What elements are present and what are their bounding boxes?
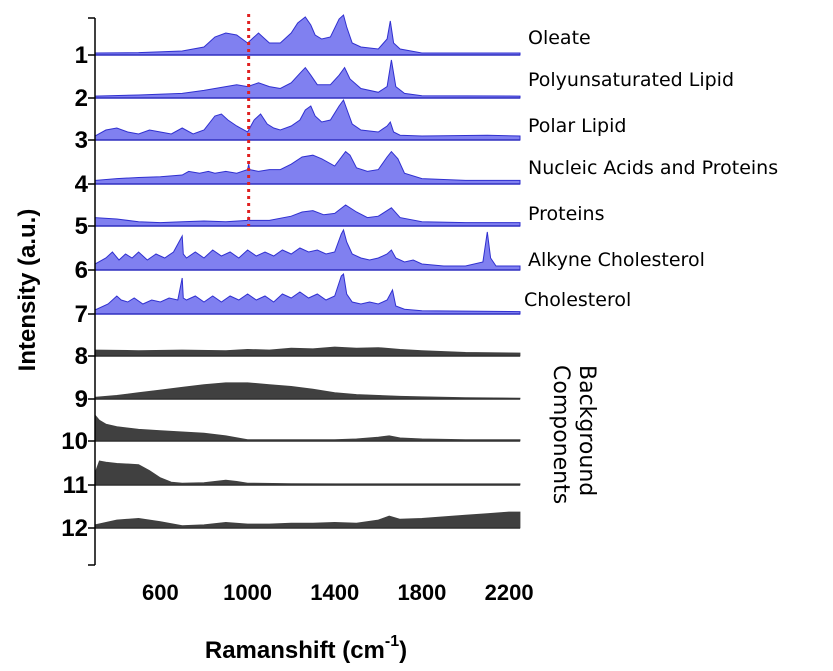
- x-axis-title-close: ): [399, 637, 407, 664]
- x-tick-label-1800: 1800: [397, 580, 446, 605]
- spectrum-number-4: 4: [75, 171, 89, 198]
- spectrum-9: 9: [75, 382, 521, 413]
- spectrum-12: 12: [61, 511, 521, 542]
- spectrum-number-6: 6: [75, 257, 88, 284]
- spectrum-8: 8: [75, 343, 521, 370]
- spectrum-label-4: Nucleic Acids and Proteins: [528, 157, 778, 179]
- spectrum-number-1: 1: [75, 42, 88, 69]
- spectrum-1: 1 Oleate: [75, 14, 591, 69]
- background-components-label: Background Components: [548, 365, 599, 504]
- spectrum-label-1: Oleate: [528, 27, 591, 49]
- spectrum-area-7: [94, 273, 521, 315]
- spectrum-label-7: Cholesterol: [524, 289, 631, 311]
- spectrum-number-8: 8: [75, 343, 88, 370]
- spectrum-area-12: [94, 511, 521, 529]
- spectrum-area-6: [94, 228, 521, 271]
- spectrum-label-5: Proteins: [528, 203, 605, 225]
- spectrum-label-2: Polyunsaturated Lipid: [528, 69, 734, 91]
- spectrum-area-9: [94, 382, 521, 400]
- spectrum-number-3: 3: [75, 127, 88, 154]
- spectrum-label-3: Polar Lipid: [528, 115, 626, 137]
- spectrum-area-5: [94, 204, 521, 227]
- x-tick-label-2200: 2200: [485, 580, 534, 605]
- x-ticks-group: 600 1000 1400 1800 2200: [88, 17, 534, 605]
- spectrum-number-11: 11: [63, 472, 88, 499]
- spectrum-label-6: Alkyne Cholesterol: [528, 249, 705, 271]
- spectrum-5: 5 Proteins: [75, 203, 605, 240]
- background-label-line2: Components: [548, 365, 573, 504]
- x-tick-label-600: 600: [142, 580, 179, 605]
- spectrum-area-3: [94, 98, 521, 141]
- spectrum-4: 4 Nucleic Acids and Proteins: [75, 150, 778, 198]
- spectrum-7: 7 Cholesterol: [75, 273, 631, 328]
- spectrum-11: 11: [63, 460, 521, 499]
- spectrum-area-4: [94, 150, 521, 185]
- spectrum-area-8: [94, 346, 521, 357]
- spectrum-area-1: [94, 14, 521, 56]
- x-axis-title-main: Ramanshift (cm: [205, 637, 385, 664]
- spectrum-number-5: 5: [75, 213, 88, 240]
- spectrum-area-11: [94, 460, 521, 486]
- spectrum-3: 3 Polar Lipid: [75, 98, 626, 154]
- spectrum-number-10: 10: [61, 428, 88, 455]
- spectrum-area-10: [94, 413, 521, 442]
- spectra-group: 1 Oleate 2 Polyunsaturated Lipid 3 Polar Lipi…: [61, 14, 778, 542]
- x-axis-title-superscript: -1: [385, 633, 399, 650]
- x-tick-label-1000: 1000: [223, 580, 272, 605]
- spectrum-number-7: 7: [75, 301, 88, 328]
- spectrum-2: 2 Polyunsaturated Lipid: [75, 59, 734, 112]
- x-axis-title: Ramanshift (cm-1): [205, 633, 407, 664]
- spectrum-6: 6 Alkyne Cholesterol: [75, 228, 705, 284]
- spectrum-number-9: 9: [75, 386, 88, 413]
- spectrum-10: 10: [61, 413, 521, 455]
- x-tick-label-1400: 1400: [310, 580, 359, 605]
- spectrum-number-12: 12: [61, 515, 88, 542]
- background-label-line1: Background: [574, 365, 599, 496]
- y-axis-title: Intensity (a.u.): [14, 209, 41, 372]
- spectrum-area-2: [94, 59, 521, 99]
- spectrum-number-2: 2: [75, 85, 88, 112]
